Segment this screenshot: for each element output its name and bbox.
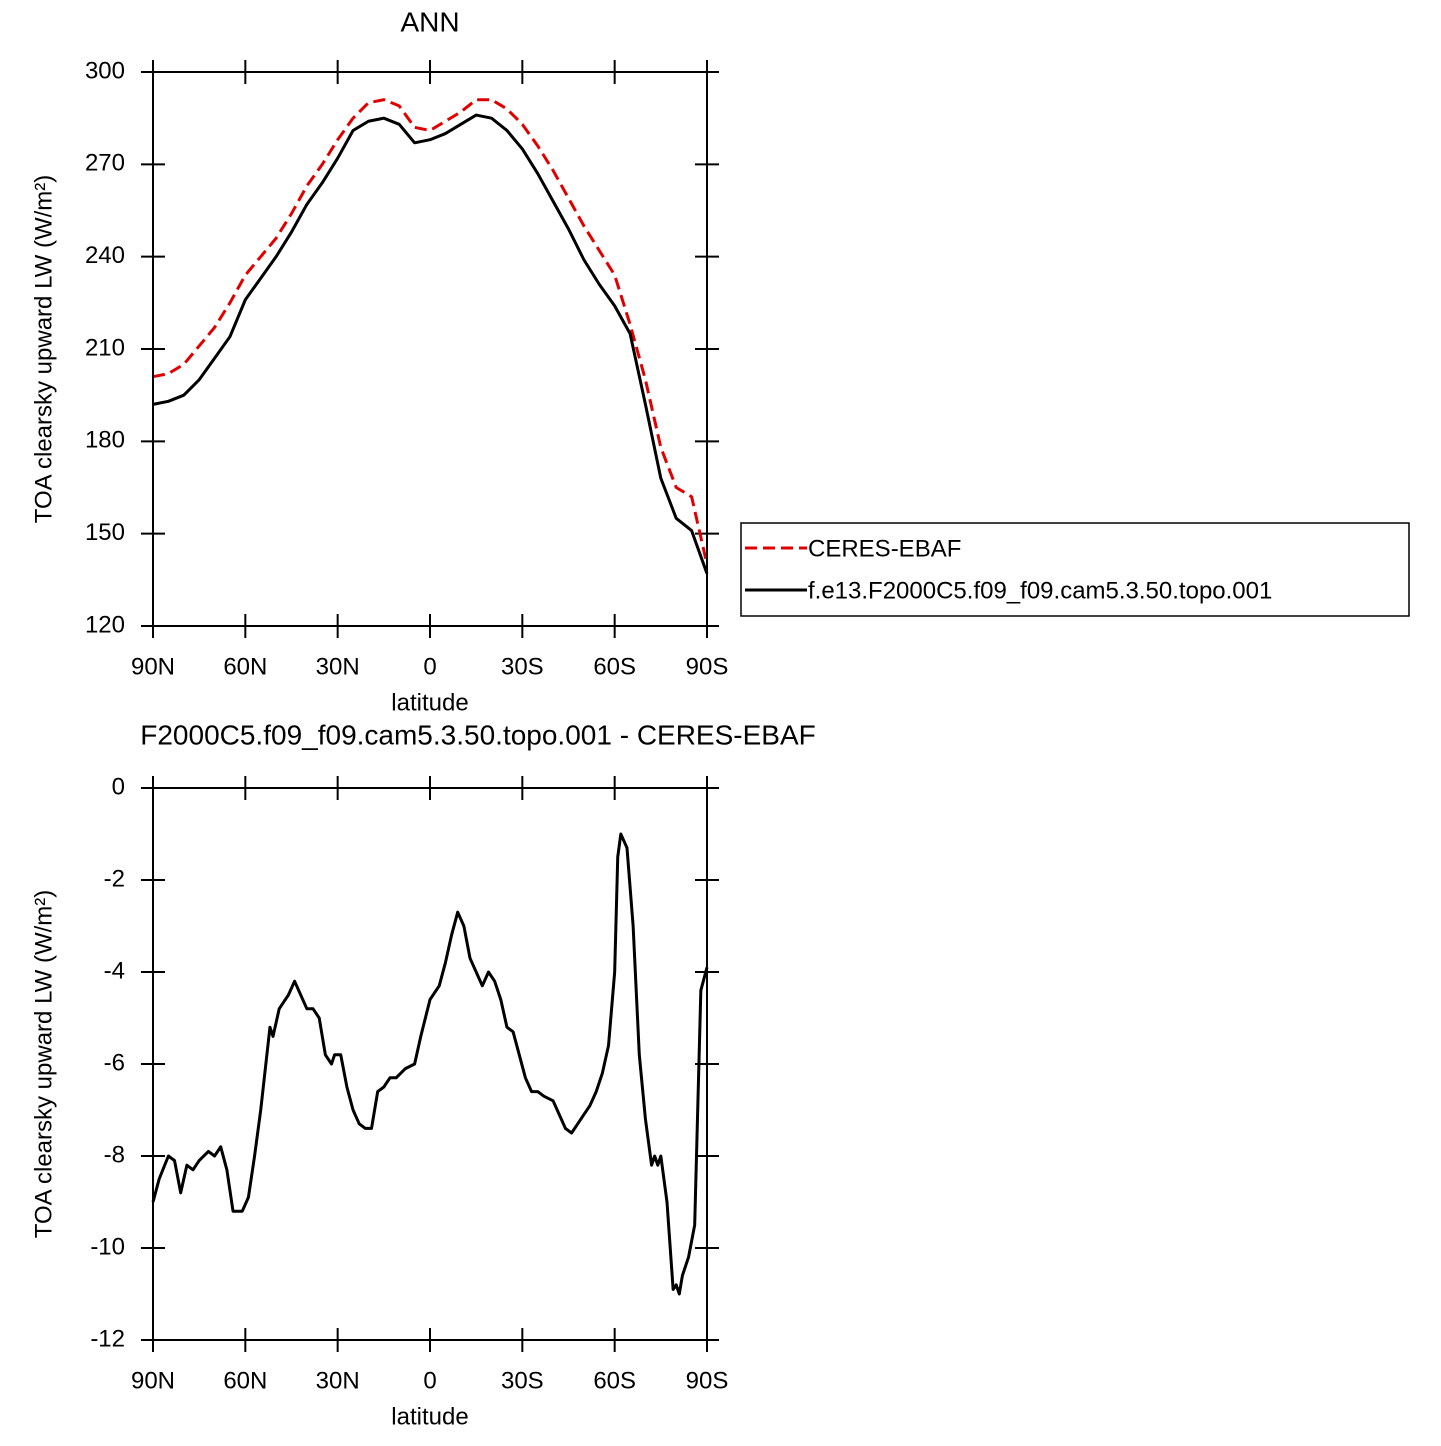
x-tick-label: 60N [223,653,267,680]
x-tick-label: 0 [423,1367,436,1394]
y-tick-label: -4 [104,957,125,984]
y-tick-label: 150 [85,519,125,546]
y-tick-label: -12 [90,1325,125,1352]
chart-title: ANN [400,6,459,37]
y-tick-label: 240 [85,242,125,269]
y-tick-label: 300 [85,57,125,84]
x-axis-label: latitude [391,689,468,716]
y-tick-label: -8 [104,1141,125,1168]
x-tick-label: 90N [131,653,175,680]
x-tick-label: 60N [223,1367,267,1394]
data-line [152,113,709,575]
data-line [152,98,709,565]
y-tick-label: -10 [90,1233,125,1260]
y-axis-label: TOA clearsky upward LW (W/m²) [30,175,57,524]
legend-label: f.e13.F2000C5.f09_f09.cam5.3.50.topo.001 [808,577,1272,604]
legend-label: CERES-EBAF [808,535,961,562]
y-tick-label: -6 [104,1049,125,1076]
data-line [151,832,709,1296]
y-tick-label: 210 [85,334,125,361]
plot-frame [152,787,708,1341]
x-tick-label: 60S [593,653,636,680]
x-tick-label: 90S [686,1367,729,1394]
x-tick-label: 0 [423,653,436,680]
y-tick-label: -2 [104,865,125,892]
legend-box [740,522,1410,617]
x-tick-label: 30N [316,653,360,680]
x-tick-label: 30S [501,653,544,680]
x-tick-label: 90N [131,1367,175,1394]
x-tick-label: 90S [686,653,729,680]
y-tick-label: 0 [112,773,125,800]
x-axis-label: latitude [391,1403,468,1430]
x-tick-label: 30N [316,1367,360,1394]
x-tick-label: 30S [501,1367,544,1394]
y-axis-label: TOA clearsky upward LW (W/m²) [30,890,57,1239]
plot-frame [152,71,708,627]
chart-title: F2000C5.f09_f09.cam5.3.50.topo.001 - CER… [140,719,816,750]
y-tick-label: 180 [85,427,125,454]
x-tick-label: 60S [593,1367,636,1394]
y-tick-label: 270 [85,150,125,177]
y-tick-label: 120 [85,611,125,638]
